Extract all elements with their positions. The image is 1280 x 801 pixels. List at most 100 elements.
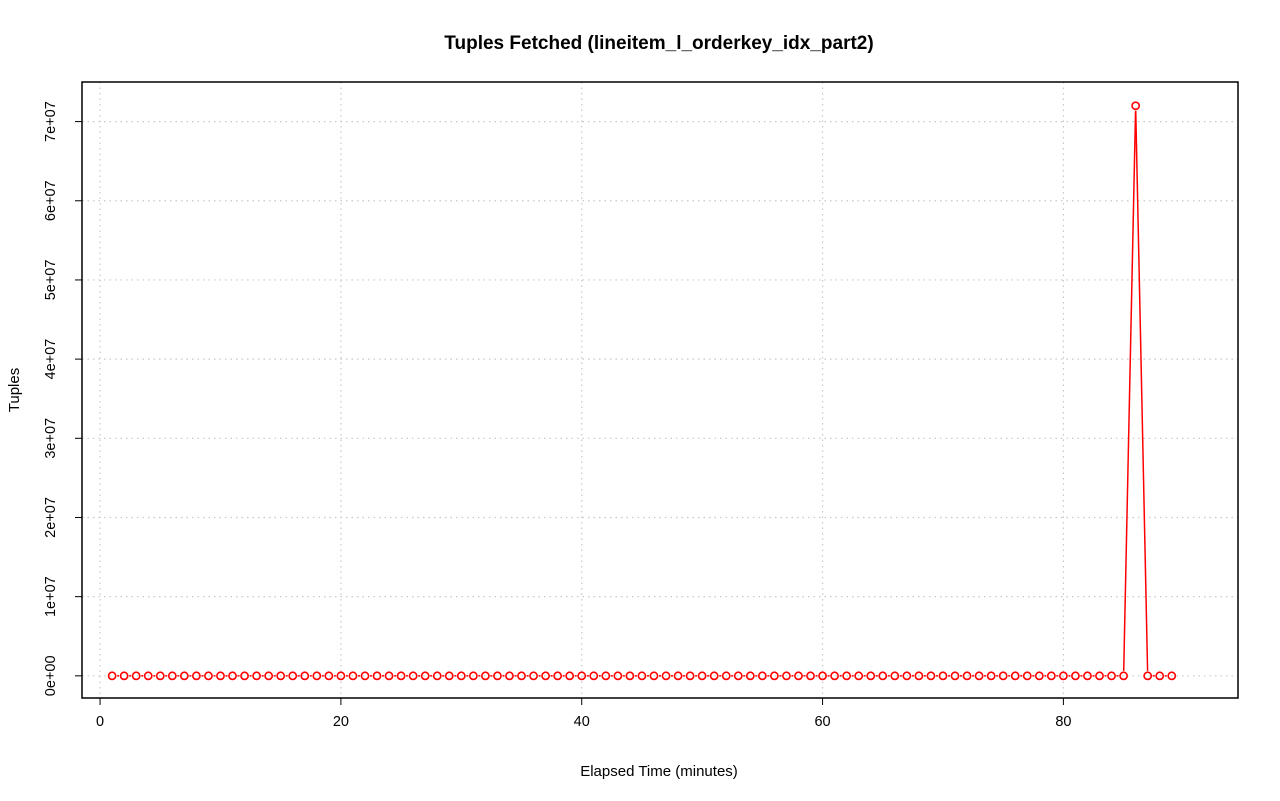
data-point	[312, 671, 322, 681]
data-point	[1107, 671, 1116, 681]
data-point	[733, 671, 743, 681]
data-point	[348, 671, 358, 681]
data-point	[625, 671, 635, 681]
data-point	[529, 671, 538, 681]
data-point	[107, 671, 117, 681]
data-point	[649, 671, 659, 681]
data-point	[697, 671, 707, 681]
data-point	[553, 671, 563, 681]
data-point	[1010, 671, 1020, 681]
data-point	[914, 671, 924, 681]
data-point	[1058, 671, 1068, 681]
series-points	[107, 101, 1177, 681]
data-point	[1083, 671, 1092, 681]
y-tick-label: 3e+07	[43, 418, 59, 459]
series-segment	[1135, 110, 1149, 671]
data-point	[950, 671, 960, 681]
data-point	[252, 671, 262, 681]
y-tick-label: 5e+07	[43, 260, 59, 301]
data-point	[468, 671, 478, 681]
x-tick-label: 60	[814, 714, 830, 730]
data-point	[962, 671, 972, 681]
data-point	[613, 671, 623, 681]
data-point	[938, 671, 948, 681]
data-point	[986, 671, 996, 681]
data-point	[1119, 671, 1129, 681]
data-point	[866, 671, 876, 681]
data-point	[384, 671, 394, 681]
data-point	[264, 671, 274, 681]
data-point	[541, 671, 551, 681]
data-point	[806, 671, 815, 681]
data-point	[216, 671, 225, 681]
data-point	[1095, 671, 1104, 681]
chart-title: Tuples Fetched (lineitem_l_orderkey_idx_…	[444, 33, 873, 54]
y-tick-label: 7e+07	[43, 101, 59, 142]
data-point	[1022, 671, 1032, 681]
data-point	[372, 671, 382, 681]
data-point	[179, 671, 189, 681]
data-point	[1071, 671, 1080, 681]
data-point	[854, 671, 864, 681]
data-point	[601, 671, 611, 681]
data-point	[288, 671, 298, 681]
data-point	[167, 671, 177, 681]
data-point	[769, 671, 779, 681]
data-point	[119, 671, 129, 681]
x-tick-label: 0	[96, 714, 104, 730]
data-point	[517, 671, 526, 681]
y-axis-label: Tuples	[6, 368, 23, 412]
data-point	[926, 671, 936, 681]
data-point	[204, 671, 213, 681]
y-tick-label: 4e+07	[43, 339, 59, 380]
y-tick-label: 0e+00	[43, 655, 59, 696]
data-point	[902, 671, 912, 681]
data-point	[685, 671, 695, 681]
data-point	[745, 671, 755, 681]
data-point	[480, 671, 490, 681]
data-point	[336, 671, 346, 681]
data-point	[818, 671, 827, 681]
plot-box	[81, 81, 1239, 699]
series-line	[117, 110, 1167, 677]
y-tick-label: 2e+07	[43, 497, 59, 538]
data-point	[589, 671, 599, 681]
data-point	[324, 671, 334, 681]
data-point	[565, 671, 575, 681]
data-point	[276, 671, 286, 681]
data-point	[1167, 671, 1177, 681]
data-point	[998, 671, 1008, 681]
data-point	[1034, 671, 1044, 681]
data-point	[709, 671, 719, 681]
data-point	[721, 671, 731, 681]
x-axis-label: Elapsed Time (minutes)	[580, 763, 738, 780]
data-point	[360, 671, 370, 681]
data-point	[830, 671, 840, 681]
data-point	[794, 671, 803, 681]
data-point	[444, 671, 454, 681]
data-point	[661, 671, 671, 681]
grid	[82, 82, 1238, 698]
data-point	[1046, 671, 1056, 681]
x-tick-label: 80	[1055, 714, 1071, 730]
y-axis: 0e+00 1e+07 2e+07 3e+07 4e+07 5e+07 6e+07 7e+07	[43, 101, 83, 696]
data-point	[757, 671, 767, 681]
data-point	[228, 671, 237, 681]
series-segment	[1122, 110, 1137, 671]
data-point	[396, 671, 406, 681]
data-point	[782, 671, 791, 681]
data-point	[493, 671, 502, 681]
data-point	[505, 671, 514, 681]
y-tick-label: 1e+07	[43, 576, 59, 617]
data-point	[131, 671, 141, 681]
data-point	[432, 671, 442, 681]
x-axis: 0 20 40 60 80	[96, 697, 1071, 730]
data-point	[240, 671, 249, 681]
data-point	[637, 671, 647, 681]
data-point	[420, 671, 430, 681]
data-point	[191, 671, 201, 681]
data-point	[878, 671, 888, 681]
data-point	[673, 671, 683, 681]
data-point	[1143, 671, 1153, 681]
